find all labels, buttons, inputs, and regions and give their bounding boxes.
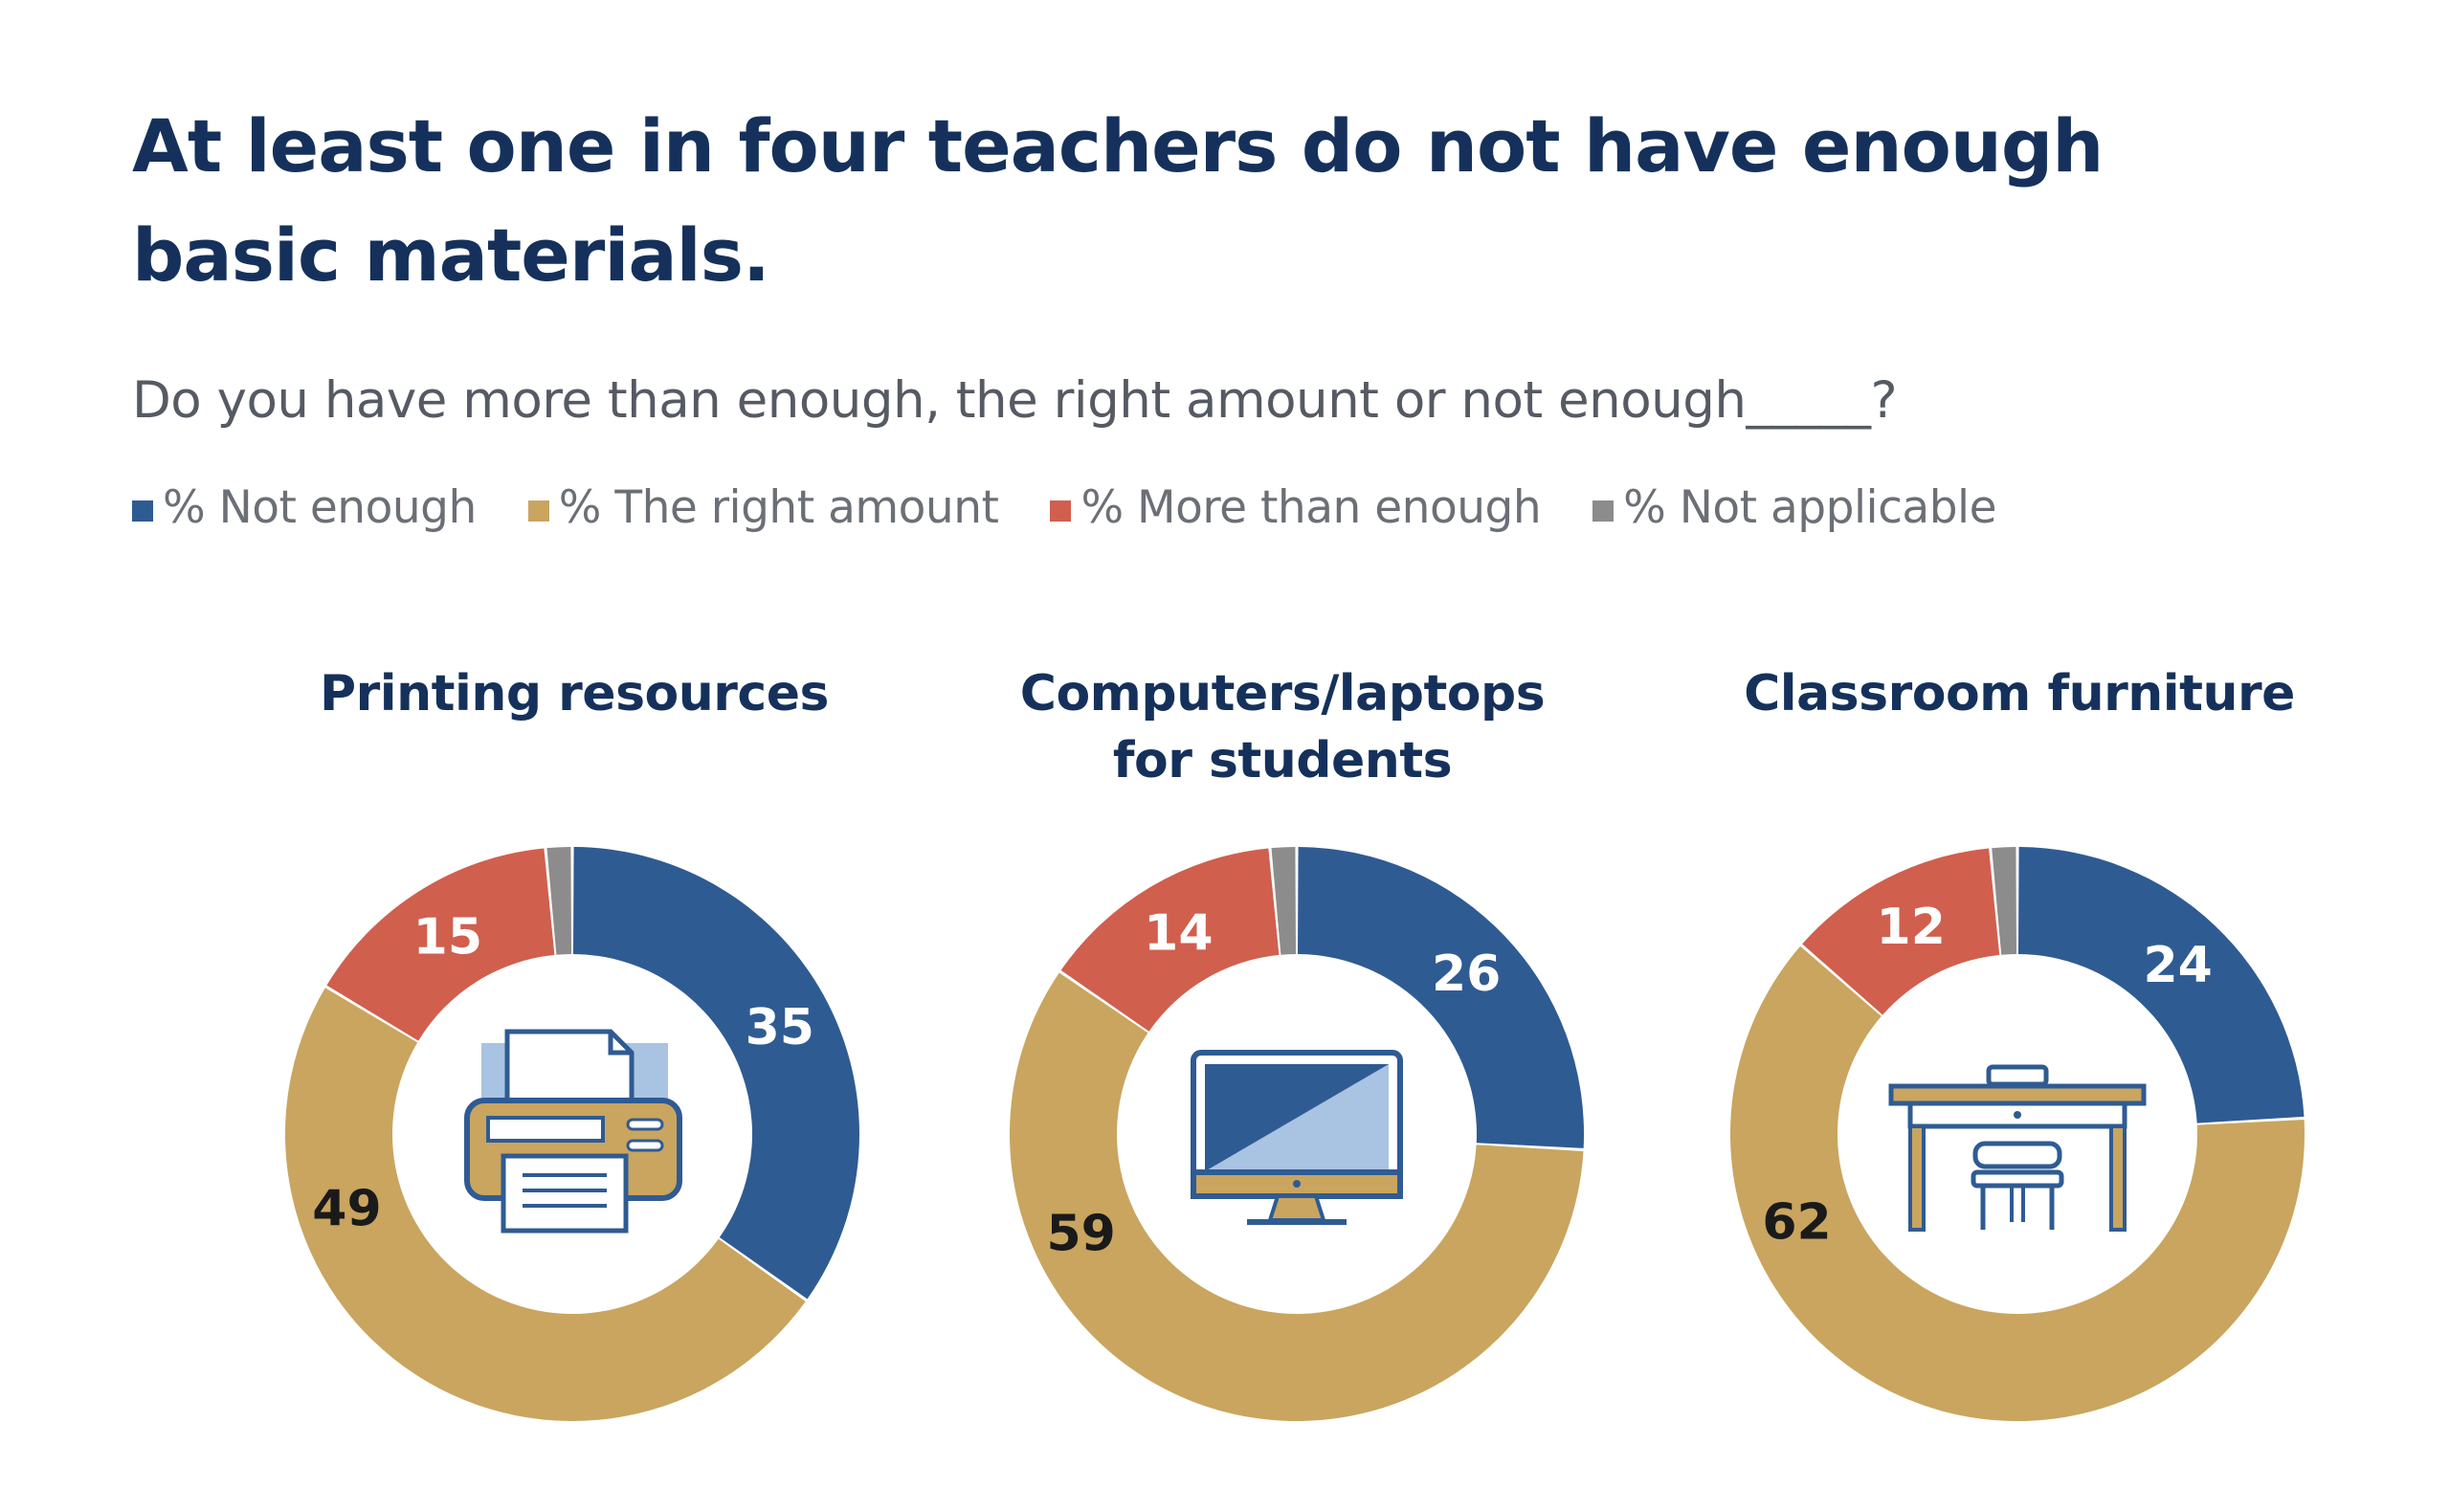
donut-printing: 35 49 15 xyxy=(284,847,859,1422)
data-label-right-amount: 62 xyxy=(1762,1194,1831,1252)
computer-monitor-icon xyxy=(1191,1050,1403,1225)
donut-slice-right-amount xyxy=(284,988,806,1422)
printer-icon xyxy=(464,1029,682,1234)
legend-label: % Not applicable xyxy=(1623,481,1997,534)
legend-item-not-enough: % Not enough xyxy=(132,481,477,534)
legend-swatch xyxy=(1592,500,1615,522)
donut-furniture: 24 62 12 xyxy=(1730,847,2305,1421)
chart-title-furniture: Classroom furniture xyxy=(1744,665,2295,723)
legend-swatch xyxy=(527,500,549,522)
donut-slice-not-enough xyxy=(572,847,859,1300)
legend-item-right-amount: % The right amount xyxy=(527,481,999,534)
legend-item-more-than-enough: % More than enough xyxy=(1050,481,1542,534)
desk-chair-icon xyxy=(1888,1064,2147,1232)
data-label-not-enough: 24 xyxy=(2144,937,2213,994)
data-label-right-amount: 59 xyxy=(1046,1206,1115,1263)
page-title: At least one in four teachers do not hav… xyxy=(132,103,2104,298)
donut-slice-more-than-enough xyxy=(1060,848,1280,1032)
donut-slice-more-than-enough xyxy=(1802,848,2000,1015)
donut-slice-not-applicable xyxy=(1992,847,2017,955)
chart-title-computers: Computers/laptops for students xyxy=(1019,665,1546,789)
donut-slice-not-enough xyxy=(1297,847,1584,1148)
donut-slice-not-applicable xyxy=(1271,847,1297,955)
data-label-not-enough: 35 xyxy=(746,999,814,1056)
donut-computers: 26 59 14 xyxy=(1010,847,1584,1422)
legend: % Not enough % The right amount % More t… xyxy=(132,481,2048,534)
donut-slice-right-amount xyxy=(1730,945,2305,1421)
legend-label: % More than enough xyxy=(1080,481,1542,534)
legend-swatch xyxy=(132,500,153,522)
data-label-more-than-enough: 12 xyxy=(1877,899,1946,956)
data-label-more-than-enough: 15 xyxy=(413,909,482,967)
donut-slice-right-amount xyxy=(1010,972,1584,1422)
donut-slice-not-applicable xyxy=(546,847,572,955)
legend-label: % The right amount xyxy=(558,481,999,534)
data-label-not-enough: 26 xyxy=(1432,945,1501,1003)
legend-label: % Not enough xyxy=(163,481,477,534)
survey-question: Do you have more than enough, the right … xyxy=(132,371,1898,430)
donut-slice-not-enough xyxy=(2017,847,2305,1123)
donut-slice-more-than-enough xyxy=(326,848,555,1041)
legend-item-not-applicable: % Not applicable xyxy=(1592,481,1997,534)
data-label-more-than-enough: 14 xyxy=(1144,905,1213,963)
chart-title-printing: Printing resources xyxy=(320,665,829,723)
legend-swatch xyxy=(1050,500,1072,522)
data-label-right-amount: 49 xyxy=(312,1181,381,1238)
